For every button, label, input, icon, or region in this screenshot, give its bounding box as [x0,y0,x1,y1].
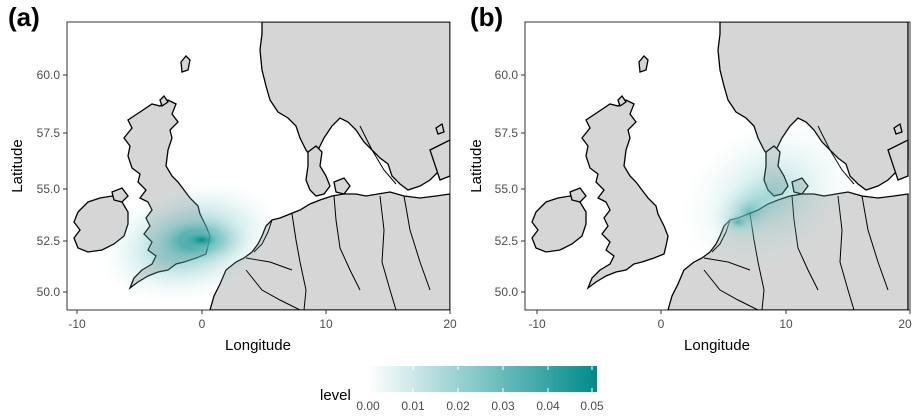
panel-b-map [531,22,909,310]
legend-tick-0: 0.00 [356,399,380,413]
panel-b-ytick-3: 57.5 [495,126,519,140]
panel-b-y-ticks: 50.0 52.5 55.0 57.5 60.0 [495,68,525,299]
legend-title: level [320,387,351,404]
panel-a-y-ticks: 50.0 52.5 55.0 57.5 60.0 [37,68,67,299]
panel-a: -10 0 10 20 50.0 52.5 55.0 57.5 60.0 Lon… [9,21,457,354]
legend-tick-4: 0.04 [536,399,560,413]
panel-a-xtick-0: -10 [68,317,86,331]
panel-a-ytick-1: 52.5 [37,234,61,248]
panel-a-x-ticks: -10 0 10 20 [68,310,457,331]
panel-a-xtick-1: 0 [199,317,206,331]
panel-a-density [99,181,281,303]
panel-b-x-ticks: -10 0 10 20 [528,310,912,331]
panel-b-density [680,117,860,275]
panel-b-ytick-0: 50.0 [495,285,519,299]
panel-b-ytick-2: 55.0 [495,182,519,196]
panel-b-xtick-0: -10 [528,317,546,331]
panel-a-y-axis-title: Latitude [9,139,26,192]
panel-b-x-axis-title: Longitude [684,337,750,354]
panel-b-y-axis-title: Latitude [468,139,485,192]
legend-colorbar [368,366,597,392]
panel-b-ytick-1: 52.5 [495,234,519,248]
panel-a-ytick-0: 50.0 [37,285,61,299]
legend-tick-5: 0.05 [580,399,604,413]
panel-b-letter: (b) [470,2,504,32]
panel-b-xtick-3: 20 [898,317,912,331]
panel-a-x-axis-title: Longitude [225,337,291,354]
panel-a-ytick-2: 55.0 [37,182,61,196]
legend-tick-1: 0.01 [401,399,425,413]
legend: level 0.00 0.01 0.02 0.03 0.04 0.05 [320,366,604,413]
legend-tick-3: 0.03 [491,399,515,413]
panel-b-xtick-2: 10 [779,317,793,331]
panel-a-xtick-2: 10 [319,317,333,331]
panel-a-letter: (a) [8,2,40,32]
panel-a-ytick-4: 60.0 [37,68,61,82]
panel-b-ytick-4: 60.0 [495,68,519,82]
legend-tick-2: 0.02 [446,399,470,413]
panel-a-ytick-3: 57.5 [37,126,61,140]
panel-b-xtick-1: 0 [658,317,665,331]
panel-a-xtick-3: 20 [443,317,457,331]
panel-a-map [73,22,450,310]
panel-b: -10 0 10 20 50.0 52.5 55.0 57.5 60.0 Lon… [468,21,912,354]
